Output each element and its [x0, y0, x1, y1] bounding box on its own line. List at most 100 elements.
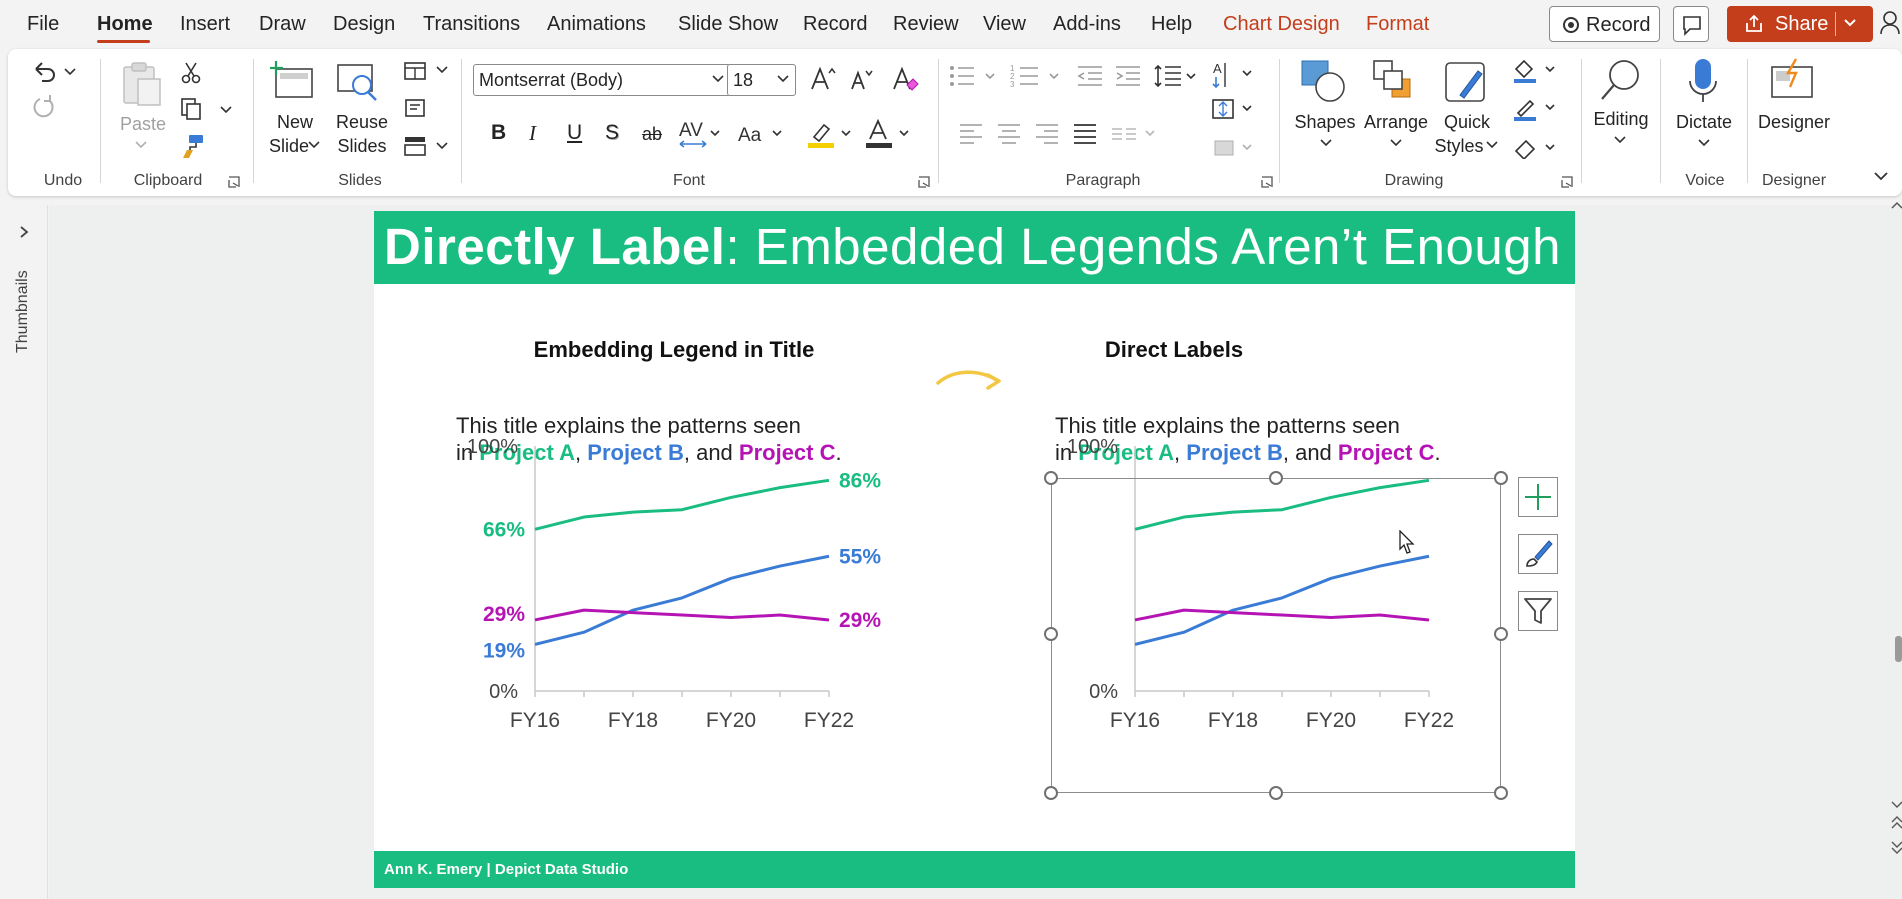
- strikethrough-icon[interactable]: ab: [642, 124, 663, 144]
- new-slide-label-1[interactable]: New: [276, 112, 313, 132]
- share-button[interactable]: Share: [1727, 6, 1873, 42]
- highlight-color-icon[interactable]: [806, 119, 854, 149]
- chevron-down-icon[interactable]: [308, 140, 320, 150]
- series-line-project-a[interactable]: [534, 478, 830, 531]
- paste-icon[interactable]: [120, 61, 162, 107]
- align-text-icon[interactable]: [1211, 96, 1257, 122]
- chevron-down-icon[interactable]: [1320, 138, 1332, 148]
- clear-formatting-icon[interactable]: [891, 65, 919, 93]
- resize-handle-top-right[interactable]: [1494, 471, 1508, 485]
- dialog-launcher-icon[interactable]: [918, 176, 930, 188]
- chart-filters-button[interactable]: [1518, 591, 1558, 631]
- chevron-down-icon[interactable]: [1390, 138, 1402, 148]
- bullets-icon[interactable]: [948, 63, 1002, 89]
- redo-icon[interactable]: [30, 93, 58, 121]
- reuse-slides-icon[interactable]: [336, 61, 382, 107]
- menu-insert[interactable]: Insert: [180, 13, 231, 35]
- quick-styles-label-2[interactable]: Styles: [1434, 136, 1484, 156]
- dialog-launcher-icon[interactable]: [228, 176, 240, 188]
- character-spacing-icon[interactable]: AV: [677, 119, 721, 149]
- arrange-icon[interactable]: [1370, 57, 1416, 103]
- collapse-ribbon-icon[interactable]: [1873, 170, 1889, 182]
- left-chart-heading[interactable]: Embedding Legend in Title: [533, 337, 815, 362]
- chevron-down-icon[interactable]: [220, 105, 232, 115]
- quick-styles-icon[interactable]: [1442, 57, 1492, 107]
- paste-button-label[interactable]: Paste: [120, 114, 167, 134]
- vertical-scrollbar-thumb[interactable]: [1895, 636, 1902, 662]
- convert-to-smartart-icon[interactable]: [1211, 135, 1257, 161]
- decrease-font-size-icon[interactable]: [850, 67, 874, 93]
- new-slide-icon[interactable]: [270, 59, 316, 101]
- menu-home[interactable]: Home: [97, 13, 153, 35]
- dialog-launcher-icon[interactable]: [1261, 176, 1273, 188]
- shape-fill-icon[interactable]: [1512, 59, 1558, 83]
- chevron-down-icon[interactable]: [1486, 140, 1498, 150]
- chart-styles-button[interactable]: [1518, 534, 1558, 574]
- menu-help[interactable]: Help: [1151, 13, 1193, 35]
- justify-icon[interactable]: [1072, 121, 1098, 145]
- change-case-icon[interactable]: Aa: [737, 123, 787, 147]
- text-direction-icon[interactable]: A: [1211, 59, 1257, 89]
- font-color-icon[interactable]: [864, 119, 912, 149]
- copy-icon[interactable]: [179, 97, 203, 121]
- comments-button[interactable]: [1673, 6, 1709, 42]
- series-line-project-c[interactable]: [1134, 608, 1430, 622]
- resize-handle-bottom[interactable]: [1269, 786, 1283, 800]
- chevron-down-icon[interactable]: [64, 67, 76, 77]
- increase-font-size-icon[interactable]: [810, 65, 836, 93]
- arrange-label[interactable]: Arrange: [1363, 112, 1429, 132]
- undo-icon[interactable]: [30, 57, 58, 85]
- series-line-project-a[interactable]: [1134, 478, 1430, 531]
- columns-icon[interactable]: [1110, 125, 1160, 145]
- right-chart-subtitle[interactable]: This title explains the patterns seen in…: [1055, 412, 1441, 466]
- designer-label[interactable]: Designer: [1757, 112, 1831, 132]
- shapes-icon[interactable]: [1298, 57, 1348, 105]
- chevron-down-icon[interactable]: [1614, 135, 1626, 145]
- right-chart-heading[interactable]: Direct Labels: [1104, 337, 1244, 362]
- shapes-label[interactable]: Shapes: [1294, 112, 1356, 132]
- chevron-down-icon[interactable]: [712, 74, 724, 84]
- menu-draw[interactable]: Draw: [259, 13, 306, 35]
- chevron-down-icon[interactable]: [1843, 16, 1857, 30]
- menu-animations[interactable]: Animations: [547, 13, 646, 35]
- resize-handle-bottom-left[interactable]: [1044, 786, 1058, 800]
- menu-chart-design[interactable]: Chart Design: [1223, 13, 1340, 35]
- bold-icon[interactable]: B: [491, 121, 507, 144]
- dictate-label[interactable]: Dictate: [1675, 112, 1733, 132]
- menu-add-ins[interactable]: Add-ins: [1053, 13, 1121, 35]
- line-spacing-icon[interactable]: [1153, 63, 1199, 89]
- format-painter-icon[interactable]: [179, 133, 205, 159]
- shape-effects-icon[interactable]: [1512, 135, 1558, 159]
- designer-icon[interactable]: [1766, 57, 1818, 103]
- font-name-combobox[interactable]: Montserrat (Body): [473, 64, 731, 96]
- menu-transitions[interactable]: Transitions: [423, 13, 521, 35]
- menu-file[interactable]: File: [27, 13, 60, 35]
- reuse-slides-label-2[interactable]: Slides: [337, 136, 387, 156]
- italic-icon[interactable]: I: [529, 121, 536, 145]
- resize-handle-left[interactable]: [1044, 627, 1058, 641]
- cut-icon[interactable]: [179, 61, 203, 85]
- resize-handle-right[interactable]: [1494, 627, 1508, 641]
- text-shadow-icon[interactable]: S: [605, 121, 620, 144]
- record-button[interactable]: Record: [1549, 6, 1660, 42]
- dialog-launcher-icon[interactable]: [1561, 176, 1573, 188]
- series-line-project-b[interactable]: [1134, 554, 1430, 646]
- numbering-icon[interactable]: 123: [1010, 63, 1066, 89]
- thumbnails-label[interactable]: Thumbnails: [14, 270, 31, 353]
- left-chart-subtitle[interactable]: This title explains the patterns seen in…: [456, 412, 842, 466]
- right-line-chart[interactable]: FY16 FY18 FY20 FY22 100% 0%: [374, 211, 1575, 851]
- decrease-indent-icon[interactable]: [1076, 63, 1104, 89]
- reuse-slides-label-1[interactable]: Reuse: [335, 112, 389, 132]
- font-size-combobox[interactable]: 18: [727, 64, 796, 96]
- menu-slide-show[interactable]: Slide Show: [678, 13, 779, 35]
- slide-title[interactable]: Directly Label: Embedded Legends Aren’t …: [384, 217, 1561, 276]
- search-icon[interactable]: [1598, 57, 1644, 103]
- align-center-icon[interactable]: [996, 121, 1022, 145]
- chevron-down-icon[interactable]: [1698, 138, 1710, 148]
- shape-outline-icon[interactable]: [1512, 97, 1558, 121]
- menu-view[interactable]: View: [983, 13, 1026, 35]
- series-line-project-c[interactable]: [534, 608, 830, 622]
- editing-label[interactable]: Editing: [1593, 109, 1649, 129]
- align-left-icon[interactable]: [958, 121, 984, 145]
- reset-slide-icon[interactable]: [403, 97, 427, 119]
